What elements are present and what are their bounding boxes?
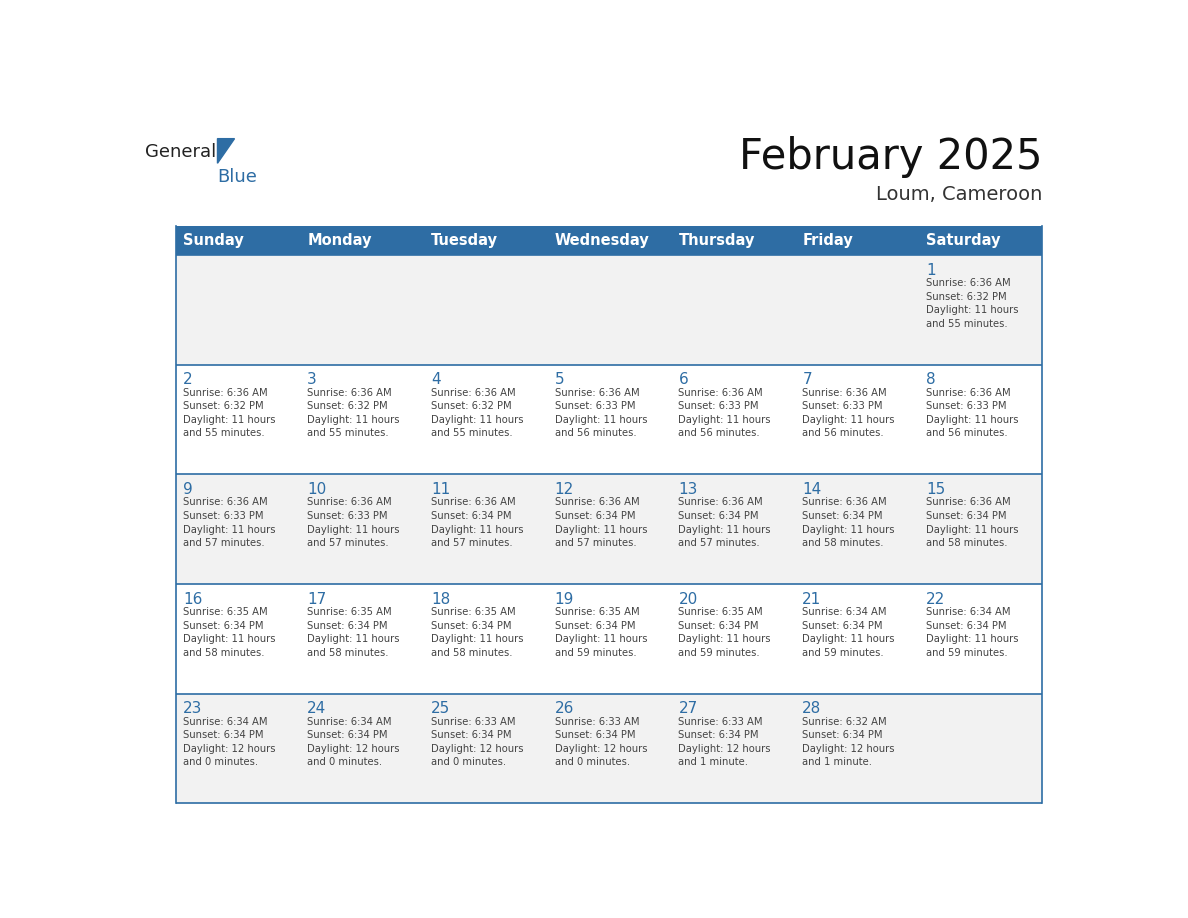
Text: 4: 4: [431, 373, 441, 387]
Text: Sunrise: 6:36 AM
Sunset: 6:33 PM
Daylight: 11 hours
and 57 minutes.: Sunrise: 6:36 AM Sunset: 6:33 PM Dayligh…: [183, 498, 276, 548]
Text: Sunrise: 6:33 AM
Sunset: 6:34 PM
Daylight: 12 hours
and 0 minutes.: Sunrise: 6:33 AM Sunset: 6:34 PM Dayligh…: [555, 717, 647, 767]
Text: Blue: Blue: [217, 168, 258, 186]
Text: Sunrise: 6:36 AM
Sunset: 6:32 PM
Daylight: 11 hours
and 55 minutes.: Sunrise: 6:36 AM Sunset: 6:32 PM Dayligh…: [308, 387, 399, 439]
Text: Sunday: Sunday: [183, 233, 244, 248]
Text: 3: 3: [308, 373, 317, 387]
Text: February 2025: February 2025: [739, 136, 1042, 177]
Bar: [176, 255, 1042, 364]
Bar: [176, 584, 1042, 693]
Bar: [176, 693, 1042, 803]
Text: 21: 21: [802, 591, 822, 607]
Text: Sunrise: 6:36 AM
Sunset: 6:33 PM
Daylight: 11 hours
and 56 minutes.: Sunrise: 6:36 AM Sunset: 6:33 PM Dayligh…: [555, 387, 647, 439]
Text: 1: 1: [927, 263, 936, 277]
Text: Monday: Monday: [308, 233, 372, 248]
Text: 2: 2: [183, 373, 192, 387]
Text: Sunrise: 6:34 AM
Sunset: 6:34 PM
Daylight: 12 hours
and 0 minutes.: Sunrise: 6:34 AM Sunset: 6:34 PM Dayligh…: [308, 717, 399, 767]
Text: Sunrise: 6:36 AM
Sunset: 6:33 PM
Daylight: 11 hours
and 56 minutes.: Sunrise: 6:36 AM Sunset: 6:33 PM Dayligh…: [802, 387, 895, 439]
Polygon shape: [217, 139, 234, 163]
Text: Sunrise: 6:36 AM
Sunset: 6:34 PM
Daylight: 11 hours
and 58 minutes.: Sunrise: 6:36 AM Sunset: 6:34 PM Dayligh…: [802, 498, 895, 548]
Text: Sunrise: 6:36 AM
Sunset: 6:33 PM
Daylight: 11 hours
and 56 minutes.: Sunrise: 6:36 AM Sunset: 6:33 PM Dayligh…: [927, 387, 1018, 439]
Text: 27: 27: [678, 701, 697, 716]
Text: Sunrise: 6:33 AM
Sunset: 6:34 PM
Daylight: 12 hours
and 0 minutes.: Sunrise: 6:33 AM Sunset: 6:34 PM Dayligh…: [431, 717, 524, 767]
Text: Sunrise: 6:33 AM
Sunset: 6:34 PM
Daylight: 12 hours
and 1 minute.: Sunrise: 6:33 AM Sunset: 6:34 PM Dayligh…: [678, 717, 771, 767]
Text: 24: 24: [308, 701, 327, 716]
Text: Wednesday: Wednesday: [555, 233, 650, 248]
Text: 16: 16: [183, 591, 203, 607]
Text: Sunrise: 6:36 AM
Sunset: 6:34 PM
Daylight: 11 hours
and 58 minutes.: Sunrise: 6:36 AM Sunset: 6:34 PM Dayligh…: [927, 498, 1018, 548]
Text: Sunrise: 6:35 AM
Sunset: 6:34 PM
Daylight: 11 hours
and 58 minutes.: Sunrise: 6:35 AM Sunset: 6:34 PM Dayligh…: [183, 607, 276, 658]
Text: 22: 22: [927, 591, 946, 607]
Text: 7: 7: [802, 373, 811, 387]
Text: Sunrise: 6:35 AM
Sunset: 6:34 PM
Daylight: 11 hours
and 59 minutes.: Sunrise: 6:35 AM Sunset: 6:34 PM Dayligh…: [555, 607, 647, 658]
Text: 5: 5: [555, 373, 564, 387]
Text: 6: 6: [678, 373, 688, 387]
Text: 19: 19: [555, 591, 574, 607]
Text: 9: 9: [183, 482, 194, 497]
Text: Sunrise: 6:36 AM
Sunset: 6:34 PM
Daylight: 11 hours
and 57 minutes.: Sunrise: 6:36 AM Sunset: 6:34 PM Dayligh…: [678, 498, 771, 548]
Text: Sunrise: 6:36 AM
Sunset: 6:32 PM
Daylight: 11 hours
and 55 minutes.: Sunrise: 6:36 AM Sunset: 6:32 PM Dayligh…: [431, 387, 524, 439]
Text: 12: 12: [555, 482, 574, 497]
Text: Loum, Cameroon: Loum, Cameroon: [876, 185, 1042, 204]
Text: 17: 17: [308, 591, 327, 607]
Text: Thursday: Thursday: [678, 233, 754, 248]
Text: Sunrise: 6:35 AM
Sunset: 6:34 PM
Daylight: 11 hours
and 58 minutes.: Sunrise: 6:35 AM Sunset: 6:34 PM Dayligh…: [308, 607, 399, 658]
Text: Sunrise: 6:34 AM
Sunset: 6:34 PM
Daylight: 11 hours
and 59 minutes.: Sunrise: 6:34 AM Sunset: 6:34 PM Dayligh…: [802, 607, 895, 658]
Text: 13: 13: [678, 482, 697, 497]
Text: Sunrise: 6:34 AM
Sunset: 6:34 PM
Daylight: 11 hours
and 59 minutes.: Sunrise: 6:34 AM Sunset: 6:34 PM Dayligh…: [927, 607, 1018, 658]
Text: 14: 14: [802, 482, 822, 497]
Text: Sunrise: 6:36 AM
Sunset: 6:32 PM
Daylight: 11 hours
and 55 minutes.: Sunrise: 6:36 AM Sunset: 6:32 PM Dayligh…: [183, 387, 276, 439]
Bar: [176, 364, 1042, 475]
Text: Sunrise: 6:35 AM
Sunset: 6:34 PM
Daylight: 11 hours
and 59 minutes.: Sunrise: 6:35 AM Sunset: 6:34 PM Dayligh…: [678, 607, 771, 658]
Text: 11: 11: [431, 482, 450, 497]
Text: 8: 8: [927, 373, 936, 387]
Text: Sunrise: 6:32 AM
Sunset: 6:34 PM
Daylight: 12 hours
and 1 minute.: Sunrise: 6:32 AM Sunset: 6:34 PM Dayligh…: [802, 717, 895, 767]
Text: 15: 15: [927, 482, 946, 497]
Text: 18: 18: [431, 591, 450, 607]
Text: Sunrise: 6:36 AM
Sunset: 6:32 PM
Daylight: 11 hours
and 55 minutes.: Sunrise: 6:36 AM Sunset: 6:32 PM Dayligh…: [927, 278, 1018, 329]
Text: 23: 23: [183, 701, 203, 716]
Text: Sunrise: 6:36 AM
Sunset: 6:33 PM
Daylight: 11 hours
and 57 minutes.: Sunrise: 6:36 AM Sunset: 6:33 PM Dayligh…: [308, 498, 399, 548]
Text: Sunrise: 6:36 AM
Sunset: 6:33 PM
Daylight: 11 hours
and 56 minutes.: Sunrise: 6:36 AM Sunset: 6:33 PM Dayligh…: [678, 387, 771, 439]
Text: Sunrise: 6:35 AM
Sunset: 6:34 PM
Daylight: 11 hours
and 58 minutes.: Sunrise: 6:35 AM Sunset: 6:34 PM Dayligh…: [431, 607, 524, 658]
Text: Sunrise: 6:34 AM
Sunset: 6:34 PM
Daylight: 12 hours
and 0 minutes.: Sunrise: 6:34 AM Sunset: 6:34 PM Dayligh…: [183, 717, 276, 767]
Text: Tuesday: Tuesday: [431, 233, 498, 248]
Text: Saturday: Saturday: [927, 233, 1000, 248]
Text: 10: 10: [308, 482, 327, 497]
Text: Sunrise: 6:36 AM
Sunset: 6:34 PM
Daylight: 11 hours
and 57 minutes.: Sunrise: 6:36 AM Sunset: 6:34 PM Dayligh…: [431, 498, 524, 548]
Text: General: General: [145, 143, 216, 162]
Text: Friday: Friday: [802, 233, 853, 248]
Bar: [176, 226, 1042, 255]
Text: Sunrise: 6:36 AM
Sunset: 6:34 PM
Daylight: 11 hours
and 57 minutes.: Sunrise: 6:36 AM Sunset: 6:34 PM Dayligh…: [555, 498, 647, 548]
Text: 20: 20: [678, 591, 697, 607]
Text: 26: 26: [555, 701, 574, 716]
Text: 25: 25: [431, 701, 450, 716]
Text: 28: 28: [802, 701, 822, 716]
Bar: [176, 475, 1042, 584]
